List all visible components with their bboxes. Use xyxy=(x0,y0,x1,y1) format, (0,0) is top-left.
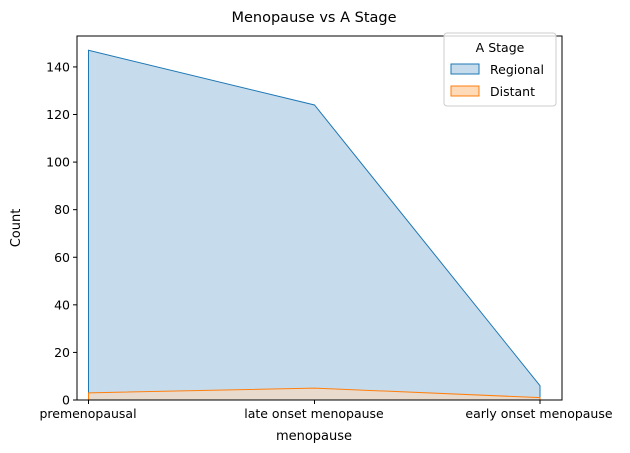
x-tick-label-1: late onset menopause xyxy=(244,406,384,421)
y-tick-label-100: 100 xyxy=(46,155,70,170)
y-tick-label-20: 20 xyxy=(54,345,70,360)
y-axis: 0 20 40 60 80 100 120 140 xyxy=(46,59,77,408)
y-tick-label-120: 120 xyxy=(46,107,70,122)
legend-swatch-regional xyxy=(450,63,480,75)
x-axis: premenopausal late onset menopause early o… xyxy=(39,400,613,421)
y-tick-label-40: 40 xyxy=(54,297,70,312)
legend-title: A Stage xyxy=(476,40,525,55)
x-tick-label-0: premenopausal xyxy=(39,406,136,421)
y-tick-label-140: 140 xyxy=(46,59,70,74)
y-tick-label-80: 80 xyxy=(54,202,70,217)
legend-label-distant: Distant xyxy=(490,84,535,99)
legend-swatch-distant xyxy=(450,85,480,97)
y-tick-label-0: 0 xyxy=(62,393,70,408)
y-axis-label: Count xyxy=(9,209,24,248)
x-tick-label-2: early onset menopause xyxy=(465,406,612,421)
chart-title: Menopause vs A Stage xyxy=(231,10,396,26)
x-axis-label: menopause xyxy=(276,429,352,444)
legend-label-regional: Regional xyxy=(490,62,544,77)
legend: A Stage Regional Distant xyxy=(443,32,557,107)
y-tick-label-60: 60 xyxy=(54,250,70,265)
plot-frame xyxy=(76,35,563,401)
